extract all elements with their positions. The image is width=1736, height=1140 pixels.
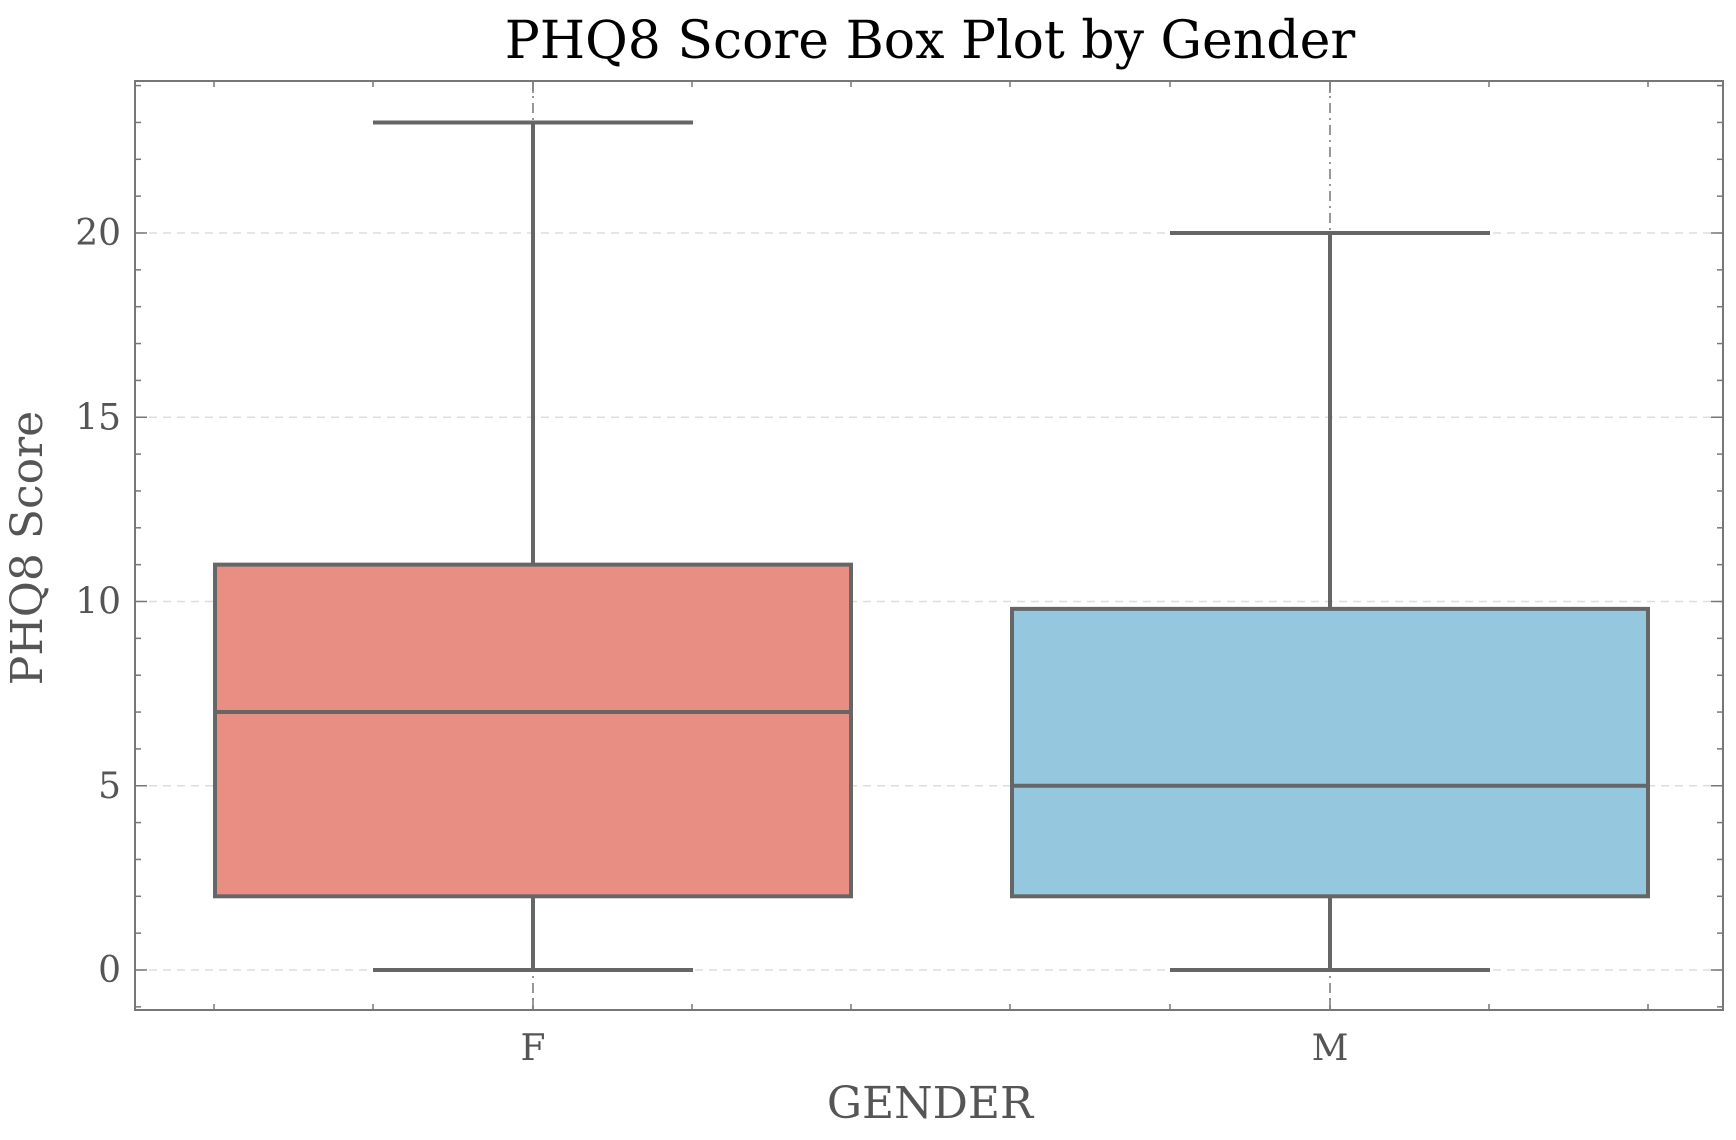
x-tick-label: M — [1312, 1028, 1349, 1069]
labels-layer: 0 5 10 15 20 F M — [75, 213, 1348, 1069]
x-tick-label: F — [521, 1028, 546, 1069]
chart-title: PHQ8 Score Box Plot by Gender — [505, 11, 1356, 71]
y-tick-label: 5 — [98, 766, 121, 807]
iqr-box — [213, 562, 853, 899]
box-group-f — [213, 120, 853, 972]
y-tick-label: 0 — [98, 950, 121, 991]
y-tick-label: 15 — [75, 397, 121, 438]
box-group-m — [1010, 231, 1650, 972]
y-tick-label: 20 — [75, 213, 121, 254]
x-axis-label: GENDER — [827, 1078, 1035, 1129]
y-tick-label: 10 — [75, 582, 121, 623]
plot-frame — [134, 80, 1724, 1011]
iqr-box — [1010, 606, 1650, 899]
y-axis-label: PHQ8 Score — [2, 411, 53, 685]
ticks-layer — [135, 81, 1723, 1010]
boxes-layer — [213, 120, 1650, 972]
